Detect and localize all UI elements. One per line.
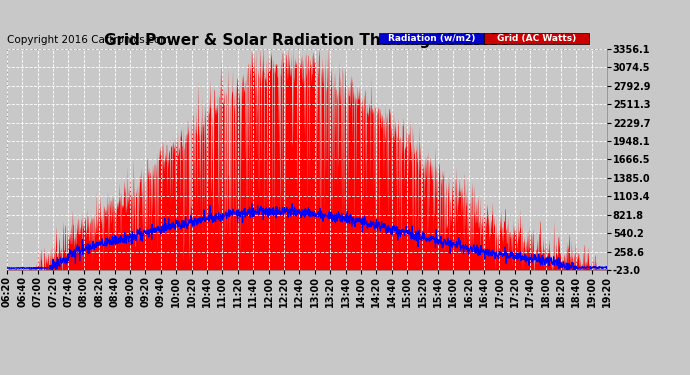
- Text: Copyright 2016 Cartronics.com: Copyright 2016 Cartronics.com: [7, 36, 170, 45]
- FancyBboxPatch shape: [379, 33, 484, 44]
- Title: Grid Power & Solar Radiation Thu Aug 25 19:38: Grid Power & Solar Radiation Thu Aug 25 …: [104, 33, 511, 48]
- FancyBboxPatch shape: [484, 33, 589, 44]
- Text: Radiation (w/m2): Radiation (w/m2): [388, 34, 475, 43]
- Text: Grid (AC Watts): Grid (AC Watts): [497, 34, 576, 43]
